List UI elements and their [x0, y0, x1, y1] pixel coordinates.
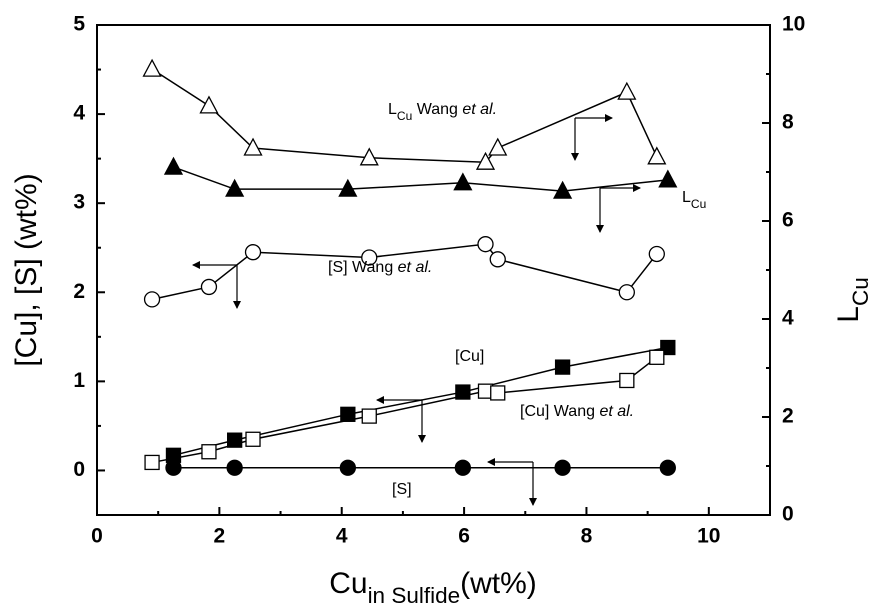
marker: [338, 178, 358, 197]
text-part: Cu: [848, 277, 873, 306]
marker: [488, 137, 508, 156]
x-tick-label: 2: [214, 525, 226, 548]
text-part: (wt%): [460, 567, 537, 600]
marker: [475, 151, 496, 170]
annotation: [S]: [392, 481, 412, 498]
y-tick-label: 3: [73, 191, 85, 214]
marker: [225, 178, 245, 197]
marker: [617, 81, 637, 100]
marker: [340, 406, 356, 422]
marker: [647, 146, 667, 165]
x-tick-label: 6: [458, 525, 470, 548]
text-part: [S]: [392, 481, 412, 498]
marker: [359, 147, 379, 166]
y2-tick-label: 0: [782, 503, 794, 526]
marker: [619, 372, 635, 389]
marker: [490, 385, 506, 401]
y2-tick-label: 4: [782, 307, 794, 330]
y-tick-label: 0: [73, 458, 85, 481]
text-part: et al.: [398, 259, 433, 276]
y2-tick-label: 6: [782, 209, 794, 232]
marker: [648, 245, 665, 263]
marker: [361, 249, 378, 266]
marker: [553, 180, 573, 199]
series-line: [173, 166, 668, 192]
marker: [554, 459, 571, 476]
marker: [477, 236, 494, 253]
y-tick-label: 1: [73, 369, 85, 392]
marker: [361, 408, 377, 424]
marker: [201, 444, 217, 460]
y2-tick-label: 10: [782, 13, 805, 36]
marker: [658, 169, 678, 188]
y-tick-label: 5: [73, 13, 85, 36]
marker: [618, 284, 635, 301]
text-part: Cu: [329, 567, 367, 600]
text-part: Cu: [397, 109, 412, 123]
marker: [489, 251, 506, 268]
annotation: LCu: [682, 189, 706, 211]
x-axis-label: Cuin Sulfide(wt%): [329, 567, 537, 609]
text-part: L: [682, 189, 691, 206]
y-tick-label: 4: [73, 102, 85, 125]
marker: [144, 454, 160, 471]
text-part: [Cu]: [455, 348, 484, 365]
text-part: in Sulfide: [368, 583, 461, 608]
text-part: et al.: [462, 101, 497, 118]
text-part: et al.: [599, 403, 634, 420]
text-part: L: [832, 306, 865, 323]
marker: [554, 359, 571, 375]
y2-tick-label: 8: [782, 111, 794, 134]
y2-axis-label: LCu: [832, 277, 874, 322]
marker: [453, 172, 473, 191]
annotation: [S] Wang et al.: [328, 259, 432, 276]
marker: [339, 459, 356, 476]
text-part: L: [388, 101, 397, 118]
series-line: [173, 346, 668, 457]
annotation: [Cu]: [455, 348, 484, 365]
series-line: [151, 243, 658, 301]
annotation: [Cu] Wang et al.: [520, 403, 634, 420]
text-part: Cu: [691, 197, 706, 211]
marker: [226, 459, 243, 476]
marker: [244, 244, 262, 261]
x-tick-label: 4: [336, 525, 348, 548]
marker: [165, 459, 182, 476]
marker: [199, 95, 219, 114]
y-tick-label: 2: [73, 280, 85, 303]
marker: [659, 459, 676, 476]
marker: [143, 291, 161, 308]
x-tick-label: 10: [697, 525, 720, 548]
y-axis-label: [Cu], [S] (wt%): [10, 173, 43, 366]
x-tick-label: 8: [581, 525, 593, 548]
marker: [245, 431, 261, 447]
text-part: [S] Wang: [328, 259, 398, 276]
y2-tick-label: 2: [782, 405, 794, 428]
marker: [649, 349, 665, 365]
marker: [142, 58, 162, 77]
marker: [200, 278, 218, 296]
marker: [163, 156, 184, 175]
marker: [454, 459, 472, 476]
annotation: LCu Wang et al.: [388, 101, 497, 123]
x-tick-label: 0: [91, 525, 103, 548]
text-part: Wang: [412, 101, 462, 118]
text-part: [Cu] Wang: [520, 403, 599, 420]
marker: [243, 137, 263, 156]
